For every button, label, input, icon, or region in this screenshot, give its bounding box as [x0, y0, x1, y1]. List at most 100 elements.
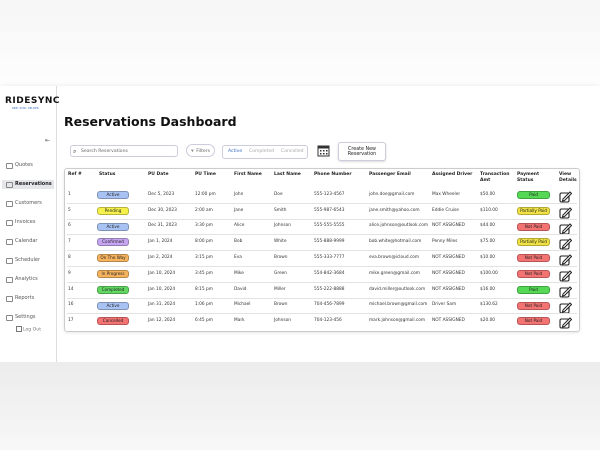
column-header: Ref # [68, 172, 82, 177]
cell: NOT ASSIGNED [432, 286, 465, 292]
cell: 555-987-6543 [314, 207, 345, 213]
view-details-button[interactable] [559, 314, 573, 329]
cell: Max Wheeler [432, 191, 461, 197]
edit-icon [559, 191, 573, 203]
tab[interactable]: Completed [249, 149, 275, 154]
nav-item[interactable]: Scheduler [2, 256, 54, 265]
edit-icon [559, 270, 573, 282]
cell: 6:45 pm [195, 318, 213, 324]
view-details-button[interactable] [559, 283, 573, 298]
cell: $20.00 [480, 318, 496, 324]
filters-button[interactable]: ⩔ Filters [186, 144, 215, 157]
nav-label: Scheduler [15, 257, 41, 263]
view-details-button[interactable] [559, 299, 573, 314]
payment-badge: Not Paid [517, 317, 550, 326]
view-details-button[interactable] [559, 188, 573, 203]
cell: 554-842-3684 [314, 270, 345, 276]
row-divider [67, 266, 577, 267]
cell: Brown [274, 302, 288, 308]
logout[interactable]: Log Out [16, 326, 41, 333]
nav-item[interactable]: Invoices [2, 218, 54, 227]
tab[interactable]: Cancelled [281, 149, 304, 154]
payment-badge: Paid [517, 285, 550, 294]
nav-item[interactable]: Reservations [2, 180, 54, 189]
cell: 7 [68, 239, 71, 245]
nav-icon [6, 163, 13, 169]
cell: Johnson [274, 318, 291, 324]
cell: Penny Miles [432, 239, 458, 245]
app: RIDESYNC RIDE. SYNC. DELIVER. ⇤ Quotes Re… [0, 86, 600, 362]
view-details-button[interactable] [559, 220, 573, 235]
nav-item[interactable]: Settings [2, 313, 54, 322]
nav-icon [6, 296, 13, 302]
cell: 14 [68, 286, 74, 292]
status-badge: Confirmed [97, 238, 129, 247]
cell: NOT ASSIGNED [432, 255, 465, 260]
status-badge: Cancelled [97, 317, 129, 326]
payment-badge: Not Paid [517, 254, 550, 263]
row-divider [67, 250, 577, 252]
cell: 16 [68, 302, 74, 308]
cell: $110.00 [480, 207, 498, 213]
cell: 12:00 pm [195, 191, 216, 197]
nav-label: Analytics [15, 276, 38, 282]
nav-item[interactable]: Quotes [2, 161, 54, 170]
filters-label: Filters [196, 149, 210, 154]
cell: Green [274, 270, 288, 276]
cell: 3:15 pm [195, 255, 213, 260]
cell: 555-333-7777 [314, 255, 345, 260]
cell: Mike [234, 270, 244, 276]
cell: 1 [68, 191, 71, 197]
nav-label: Invoices [15, 219, 36, 225]
row-divider [67, 297, 577, 299]
cell: mike.green@gmail.com [369, 270, 420, 276]
cell: Dec 31, 2023 [148, 223, 177, 229]
nav-item[interactable]: Calendar [2, 237, 54, 246]
view-details-button[interactable] [559, 235, 573, 250]
nav-label: Reservations [15, 181, 52, 187]
view-details-button[interactable] [559, 267, 573, 282]
cell: jane.smith@yahoo.com [369, 207, 420, 213]
collapse-icon[interactable]: ⇤ [45, 137, 51, 144]
cell: Smith [274, 207, 287, 213]
logo: RIDESYNC [5, 96, 61, 106]
edit-icon [559, 207, 573, 219]
cell: alice.johnson@outlook.com [369, 223, 429, 229]
payment-badge: Not Paid [517, 270, 550, 278]
cell: Brown [274, 255, 288, 260]
cell: Jan 2, 2024 [148, 255, 173, 260]
nav-icon [6, 315, 13, 321]
column-header: Status [99, 172, 116, 177]
cell: 704-456-7899 [314, 302, 345, 308]
search-box[interactable]: ⌕ Search Reservations [70, 145, 178, 157]
cell: Jan 10, 2024 [148, 286, 176, 292]
cell: 5 [68, 207, 71, 213]
cell: 6 [68, 223, 71, 229]
cell: NOT ASSIGNED [432, 318, 465, 324]
calendar-icon[interactable] [317, 144, 330, 157]
row-divider [67, 234, 577, 236]
tab[interactable]: Active [228, 149, 243, 154]
view-details-button[interactable] [559, 251, 573, 266]
payment-badge: Not Paid [517, 222, 550, 231]
create-button[interactable]: Create New Reservation [338, 142, 386, 161]
nav-item[interactable]: Customers [2, 199, 54, 208]
cell: NOT ASSIGNED [432, 223, 465, 229]
cell: Johnson [274, 223, 291, 229]
view-details-button[interactable] [559, 204, 573, 219]
cell: Jan 1, 2024 [148, 239, 173, 245]
nav-item[interactable]: Analytics [2, 275, 54, 284]
cell: $10.00 [480, 255, 496, 260]
nav-label: Settings [15, 314, 36, 320]
cell: 9 [68, 270, 71, 276]
nav-item[interactable]: Reports [2, 294, 54, 303]
cell: 8 [68, 255, 71, 260]
column-header: Payment Status [517, 172, 540, 183]
cell: Alice [234, 223, 245, 229]
nav-icon [6, 277, 13, 283]
status-badge: On The Way [97, 254, 129, 263]
cell: Mark [234, 318, 245, 324]
logout-label: Log Out [23, 327, 41, 333]
cell: 1:06 pm [195, 302, 213, 308]
cell: 555-222-8888 [314, 286, 345, 292]
